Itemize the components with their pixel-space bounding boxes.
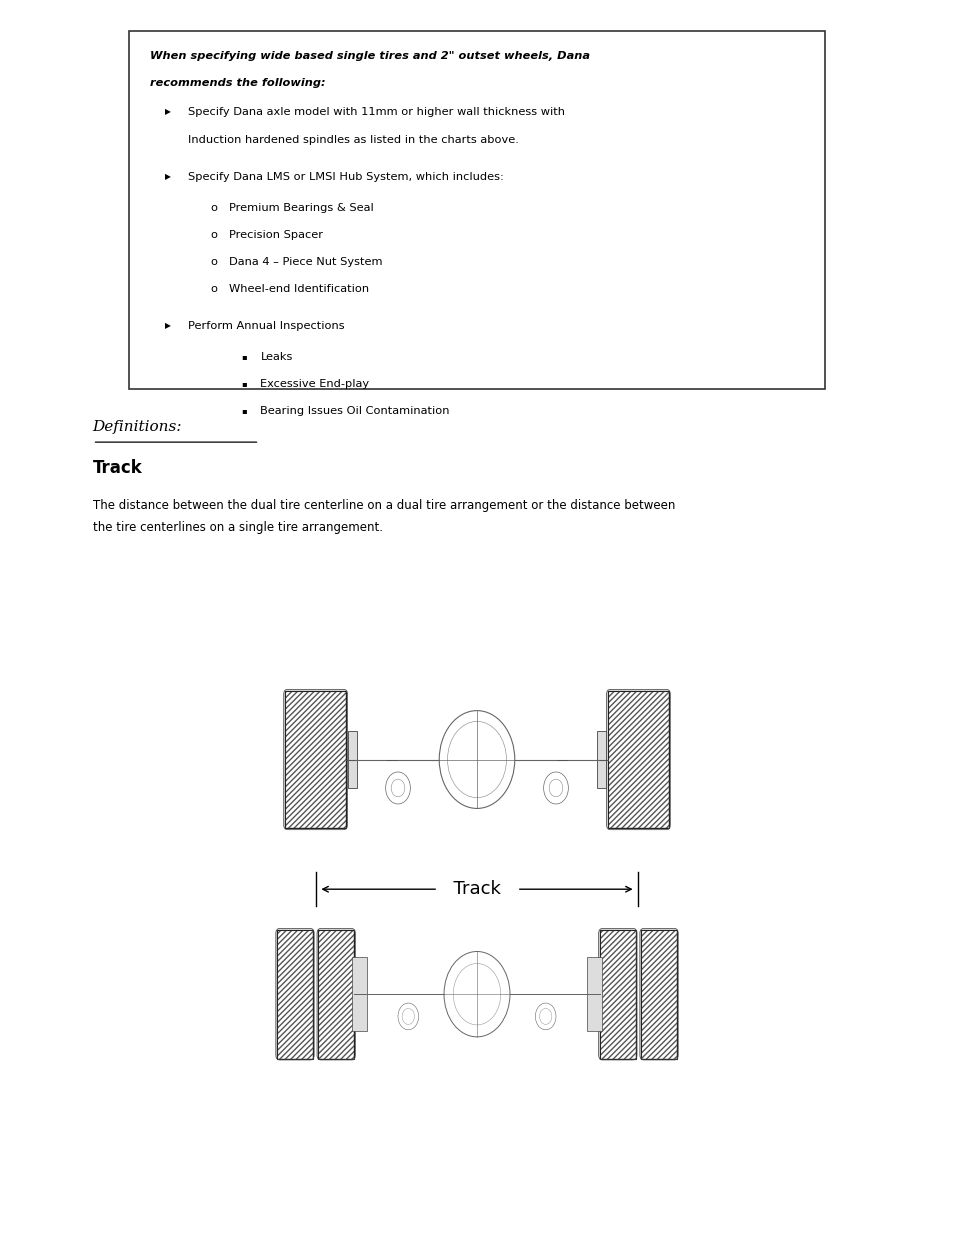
- Circle shape: [385, 772, 410, 804]
- Text: Perform Annual Inspections: Perform Annual Inspections: [188, 321, 344, 331]
- Text: Wheel-end Identification: Wheel-end Identification: [229, 284, 369, 294]
- Circle shape: [391, 779, 404, 797]
- Bar: [607, 690, 669, 829]
- Circle shape: [402, 1009, 414, 1024]
- Circle shape: [543, 772, 568, 804]
- Circle shape: [539, 1009, 551, 1024]
- Circle shape: [438, 710, 515, 809]
- Text: Leaks: Leaks: [260, 352, 293, 362]
- Text: o: o: [210, 230, 216, 240]
- Bar: [599, 930, 636, 1058]
- Bar: [351, 957, 366, 1031]
- Text: The distance between the dual tire centerline on a dual tire arrangement or the : The distance between the dual tire cente…: [92, 499, 674, 513]
- Bar: [599, 930, 636, 1058]
- Text: recommends the following:: recommends the following:: [150, 78, 325, 88]
- Text: Excessive End-play: Excessive End-play: [260, 379, 369, 389]
- Text: ▪: ▪: [241, 352, 247, 361]
- Text: Premium Bearings & Seal: Premium Bearings & Seal: [229, 203, 374, 212]
- Bar: [276, 930, 313, 1058]
- Text: o: o: [210, 284, 216, 294]
- Bar: [640, 930, 677, 1058]
- Bar: [317, 930, 354, 1058]
- Circle shape: [447, 721, 506, 798]
- Bar: [276, 930, 313, 1058]
- Text: Dana 4 – Piece Nut System: Dana 4 – Piece Nut System: [229, 257, 382, 267]
- Bar: [587, 957, 602, 1031]
- Bar: [607, 690, 669, 829]
- Text: When specifying wide based single tires and 2" outset wheels, Dana: When specifying wide based single tires …: [150, 51, 589, 61]
- Bar: [317, 930, 354, 1058]
- Bar: [597, 731, 605, 788]
- Text: ▪: ▪: [241, 406, 247, 415]
- Circle shape: [535, 1003, 556, 1030]
- Text: Specify Dana axle model with 11mm or higher wall thickness with: Specify Dana axle model with 11mm or hig…: [188, 107, 564, 117]
- Bar: [284, 690, 346, 829]
- Text: o: o: [210, 257, 216, 267]
- Text: Precision Spacer: Precision Spacer: [229, 230, 323, 240]
- Text: Track: Track: [92, 459, 142, 478]
- Text: Definitions:: Definitions:: [92, 420, 182, 433]
- Text: Specify Dana LMS or LMSI Hub System, which includes:: Specify Dana LMS or LMSI Hub System, whi…: [188, 172, 503, 182]
- Bar: [284, 690, 346, 829]
- Text: ▪: ▪: [241, 379, 247, 388]
- Text: ▶: ▶: [165, 107, 171, 116]
- Bar: [640, 930, 677, 1058]
- Bar: [276, 930, 313, 1058]
- Circle shape: [549, 779, 562, 797]
- Circle shape: [443, 951, 510, 1037]
- Bar: [348, 731, 356, 788]
- Bar: [129, 31, 824, 389]
- Bar: [317, 930, 354, 1058]
- Text: Bearing Issues Oil Contamination: Bearing Issues Oil Contamination: [260, 406, 450, 416]
- Text: Induction hardened spindles as listed in the charts above.: Induction hardened spindles as listed in…: [188, 135, 518, 144]
- Text: ▶: ▶: [165, 321, 171, 330]
- Text: Track: Track: [441, 881, 512, 898]
- Circle shape: [397, 1003, 418, 1030]
- Text: the tire centerlines on a single tire arrangement.: the tire centerlines on a single tire ar…: [92, 521, 382, 535]
- Circle shape: [453, 963, 500, 1025]
- Bar: [284, 690, 346, 829]
- Text: o: o: [210, 203, 216, 212]
- Bar: [640, 930, 677, 1058]
- Bar: [607, 690, 669, 829]
- Bar: [599, 930, 636, 1058]
- Text: ▶: ▶: [165, 172, 171, 180]
